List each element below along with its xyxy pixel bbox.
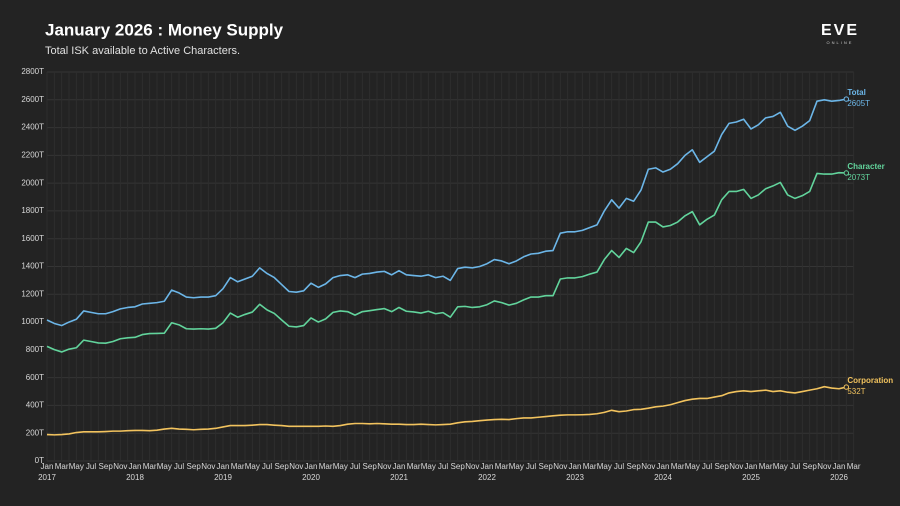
x-tick-label: May <box>333 462 348 471</box>
y-tick-label: 0T <box>35 456 44 465</box>
y-tick-label: 400T <box>26 401 44 410</box>
x-tick-label: Sep <box>275 462 290 471</box>
x-tick-label: Mar <box>143 462 157 471</box>
series-line <box>46 98 847 327</box>
y-tick-label: 1800T <box>21 206 44 215</box>
x-tick-label: Sep <box>451 462 466 471</box>
x-tick-label: Sep <box>99 462 114 471</box>
x-tick-label: Mar <box>407 462 421 471</box>
x-tick-label: Nov <box>465 462 479 471</box>
x-tick-label: Jul <box>262 462 272 471</box>
x-tick-label: Jan 2021 <box>390 462 408 482</box>
x-tick-label: Nov <box>817 462 831 471</box>
x-tick-label: May <box>245 462 260 471</box>
y-tick-label: 1400T <box>21 262 44 271</box>
y-tick-label: 1000T <box>21 317 44 326</box>
x-tick-label: Jan 2022 <box>478 462 496 482</box>
y-tick-label: 2200T <box>21 150 44 159</box>
x-tick-label: Mar <box>495 462 509 471</box>
x-tick-label: Jul <box>350 462 360 471</box>
end-marker <box>843 384 850 390</box>
x-tick-label: Sep <box>363 462 378 471</box>
series-name: Character <box>847 162 884 171</box>
x-tick-label: Nov <box>641 462 655 471</box>
x-tick-label: Jan 2026 <box>830 462 848 482</box>
x-tick-label: Mar <box>759 462 773 471</box>
x-tick-label: Sep <box>627 462 642 471</box>
x-tick-label: Jan 2024 <box>654 462 672 482</box>
x-tick-label: Sep <box>539 462 554 471</box>
x-tick-label: Jul <box>614 462 624 471</box>
x-tick-label: Sep <box>803 462 818 471</box>
x-tick-label: May <box>509 462 524 471</box>
end-marker <box>843 96 850 102</box>
logo-subtext: ONLINE <box>827 40 854 45</box>
x-tick-label: Nov <box>377 462 391 471</box>
x-tick-label: Jul <box>790 462 800 471</box>
x-tick-label: Mar <box>671 462 685 471</box>
x-tick-label: May <box>597 462 612 471</box>
series-line <box>46 385 847 436</box>
y-tick-label: 2600T <box>21 95 44 104</box>
x-tick-label: Jul <box>702 462 712 471</box>
x-tick-label: Jan 2019 <box>214 462 232 482</box>
plot: Total 2605T Character 2073T Corporation 532T <box>46 88 893 436</box>
x-tick-label: May <box>157 462 172 471</box>
chart-title: January 2026 : Money Supply <box>45 20 284 39</box>
x-tick-label: Jul <box>86 462 96 471</box>
x-tick-label: Jan 2025 <box>742 462 760 482</box>
x-tick-label: Mar <box>583 462 597 471</box>
x-tick-label: Jul <box>438 462 448 471</box>
x-tick-label: Nov <box>113 462 127 471</box>
x-tick-label: Jan 2018 <box>126 462 144 482</box>
x-tick-label: Jan 2020 <box>302 462 320 482</box>
x-tick-label: Nov <box>289 462 303 471</box>
x-tick-label: Sep <box>715 462 730 471</box>
x-tick-label: Nov <box>201 462 215 471</box>
series-end-value: 2605T <box>847 99 870 108</box>
x-tick-label: Nov <box>729 462 743 471</box>
y-tick-label: 1200T <box>21 289 44 298</box>
y-tick-label: 200T <box>26 428 44 437</box>
x-tick-label: Jan 2017 <box>38 462 56 482</box>
x-tick-label: Jan 2023 <box>566 462 584 482</box>
chart-subtitle: Total ISK available to Active Characters… <box>45 45 240 57</box>
y-tick-label: 1600T <box>21 234 44 243</box>
end-marker <box>843 170 850 176</box>
y-tick-label: 2800T <box>21 67 44 76</box>
series-name: Corporation <box>847 376 893 385</box>
x-tick-label: May <box>69 462 84 471</box>
logo: EVE <box>821 22 859 39</box>
y-tick-label: 800T <box>26 345 44 354</box>
series-name: Total <box>847 88 866 97</box>
x-tick-label: Mar <box>55 462 69 471</box>
x-tick-label: Mar <box>847 462 861 471</box>
series-end-value: 2073T <box>847 173 870 182</box>
y-tick-label: 2400T <box>21 123 44 132</box>
x-tick-label: May <box>685 462 700 471</box>
x-tick-label: Nov <box>553 462 567 471</box>
y-tick-label: 2000T <box>21 178 44 187</box>
x-tick-label: Jul <box>526 462 536 471</box>
series-end-value: 532T <box>847 387 865 396</box>
x-tick-label: Mar <box>231 462 245 471</box>
x-tick-label: May <box>773 462 788 471</box>
x-tick-label: Sep <box>187 462 202 471</box>
series-line <box>46 171 847 353</box>
x-tick-label: Mar <box>319 462 333 471</box>
y-tick-label: 600T <box>26 373 44 382</box>
x-tick-label: May <box>421 462 436 471</box>
x-tick-label: Jul <box>174 462 184 471</box>
